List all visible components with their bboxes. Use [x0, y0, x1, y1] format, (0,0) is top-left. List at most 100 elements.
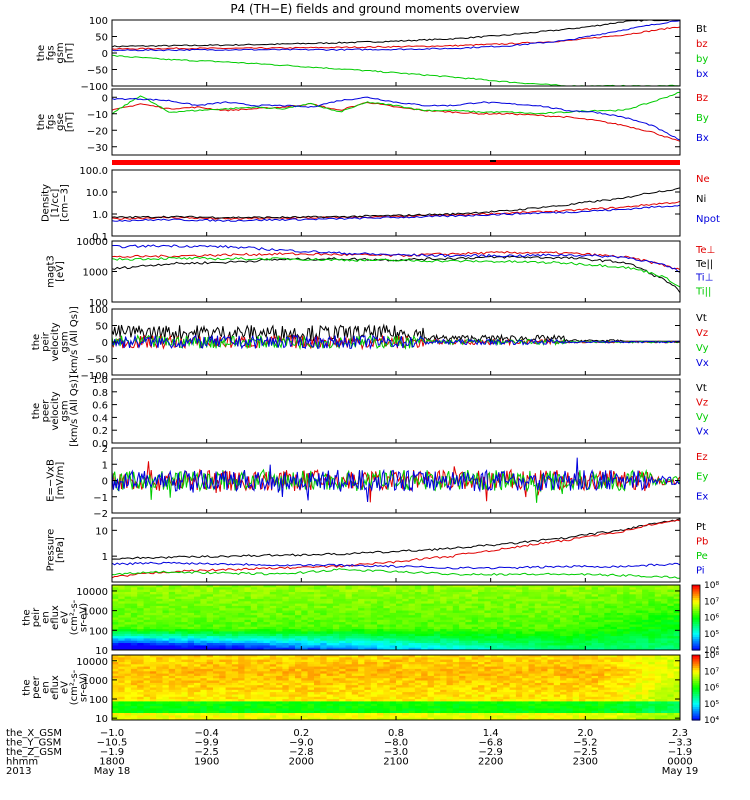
- heatmap-cell: [446, 699, 454, 702]
- heatmap-cell: [219, 717, 227, 720]
- heatmap-cell: [326, 687, 334, 691]
- heatmap-cell: [667, 636, 675, 639]
- heatmap-cell: [143, 605, 151, 609]
- heatmap-cell: [661, 594, 668, 598]
- heatmap-cell: [503, 617, 511, 621]
- heatmap-cell: [332, 668, 340, 672]
- heatmap-cell: [263, 657, 271, 661]
- heatmap-cell: [168, 662, 176, 665]
- heatmap-cell: [206, 603, 214, 607]
- heatmap-cell: [408, 638, 416, 642]
- heatmap-cell: [187, 713, 195, 716]
- heatmap-cell: [250, 636, 258, 639]
- heatmap-cell: [345, 662, 353, 665]
- heatmap-cell: [579, 706, 586, 709]
- heatmap-cell: [112, 657, 119, 661]
- heatmap-cell: [213, 710, 220, 714]
- heatmap-cell: [288, 666, 296, 670]
- heatmap-cell: [295, 664, 302, 668]
- heatmap-cell: [156, 629, 164, 632]
- heatmap-cell: [497, 685, 504, 689]
- heatmap-cell: [440, 619, 448, 623]
- heatmap-cell: [598, 636, 605, 639]
- heatmap-cell: [244, 601, 252, 605]
- heatmap-cell: [610, 610, 618, 614]
- heatmap-cell: [522, 594, 530, 598]
- heatmap-cell: [585, 643, 593, 646]
- heatmap-cell: [301, 619, 309, 623]
- heatmap-cell: [118, 608, 126, 612]
- heatmap-cell: [433, 605, 441, 609]
- heatmap-cell: [440, 664, 448, 668]
- heatmap-cell: [654, 592, 662, 595]
- heatmap-cell: [534, 708, 542, 712]
- heatmap-cell: [585, 603, 593, 607]
- heatmap-cell: [478, 673, 485, 677]
- heatmap-cell: [364, 629, 372, 632]
- heatmap-cell: [332, 713, 340, 716]
- heatmap-cell: [168, 645, 176, 649]
- heatmap-cell: [389, 717, 397, 720]
- heatmap-cell: [320, 608, 328, 612]
- heatmap-cell: [408, 692, 416, 695]
- heatmap-cell: [648, 636, 656, 639]
- heatmap-cell: [250, 706, 258, 709]
- heatmap-cell: [149, 701, 157, 705]
- heatmap-cell: [396, 710, 403, 714]
- heatmap-cell: [187, 696, 195, 700]
- heatmap-cell: [497, 689, 504, 693]
- heatmap-cell: [168, 647, 176, 650]
- heatmap-cell: [389, 645, 397, 649]
- heatmap-cell: [534, 664, 542, 668]
- heatmap-cell: [175, 666, 182, 670]
- heatmap-cell: [503, 645, 511, 649]
- heatmap-cell: [282, 626, 290, 630]
- heatmap-cell: [402, 717, 410, 720]
- heatmap-cell: [225, 585, 233, 588]
- heatmap-cell: [162, 710, 170, 714]
- heatmap-cell: [528, 694, 536, 698]
- heatmap-cell: [282, 643, 290, 646]
- heatmap-cell: [332, 647, 340, 650]
- heatmap-cell: [585, 678, 593, 682]
- heatmap-cell: [534, 703, 542, 707]
- heatmap-cell: [112, 694, 119, 698]
- heatmap-cell: [598, 645, 605, 649]
- heatmap-cell: [560, 708, 567, 712]
- heatmap-cell: [383, 696, 391, 700]
- heatmap-cell: [616, 598, 624, 602]
- heatmap-cell: [244, 640, 252, 644]
- heatmap-cell: [377, 615, 384, 619]
- heatmap-cell: [673, 610, 680, 614]
- heatmap-cell: [301, 612, 309, 616]
- heatmap-cell: [591, 615, 599, 619]
- y-tick-label: −1: [93, 493, 108, 504]
- heatmap-cell: [610, 633, 618, 637]
- heatmap-cell: [497, 603, 504, 607]
- heatmap-cell: [497, 619, 504, 623]
- heatmap-cell: [661, 603, 668, 607]
- heatmap-cell: [661, 647, 668, 650]
- heatmap-cell: [547, 680, 555, 684]
- heatmap-cell: [370, 589, 378, 593]
- heatmap-cell: [332, 678, 340, 682]
- heatmap-cell: [358, 615, 365, 619]
- heatmap-cell: [383, 587, 391, 591]
- heatmap-cell: [162, 626, 170, 630]
- heatmap-cell: [528, 589, 536, 593]
- heatmap-cell: [528, 619, 536, 623]
- heatmap-cell: [118, 657, 126, 661]
- heatmap-cell: [301, 647, 309, 650]
- heatmap-cell: [484, 629, 492, 632]
- heatmap-cell: [143, 664, 151, 668]
- heatmap-cell: [332, 685, 340, 689]
- heatmap-cell: [585, 624, 593, 628]
- heatmap-cell: [414, 659, 422, 663]
- heatmap-cell: [326, 605, 334, 609]
- heatmap-cell: [528, 703, 536, 707]
- heatmap-cell: [187, 662, 195, 665]
- heatmap-cell: [181, 631, 189, 635]
- heatmap-cell: [149, 601, 157, 605]
- heatmap-cell: [509, 692, 517, 695]
- heatmap-cell: [238, 682, 246, 686]
